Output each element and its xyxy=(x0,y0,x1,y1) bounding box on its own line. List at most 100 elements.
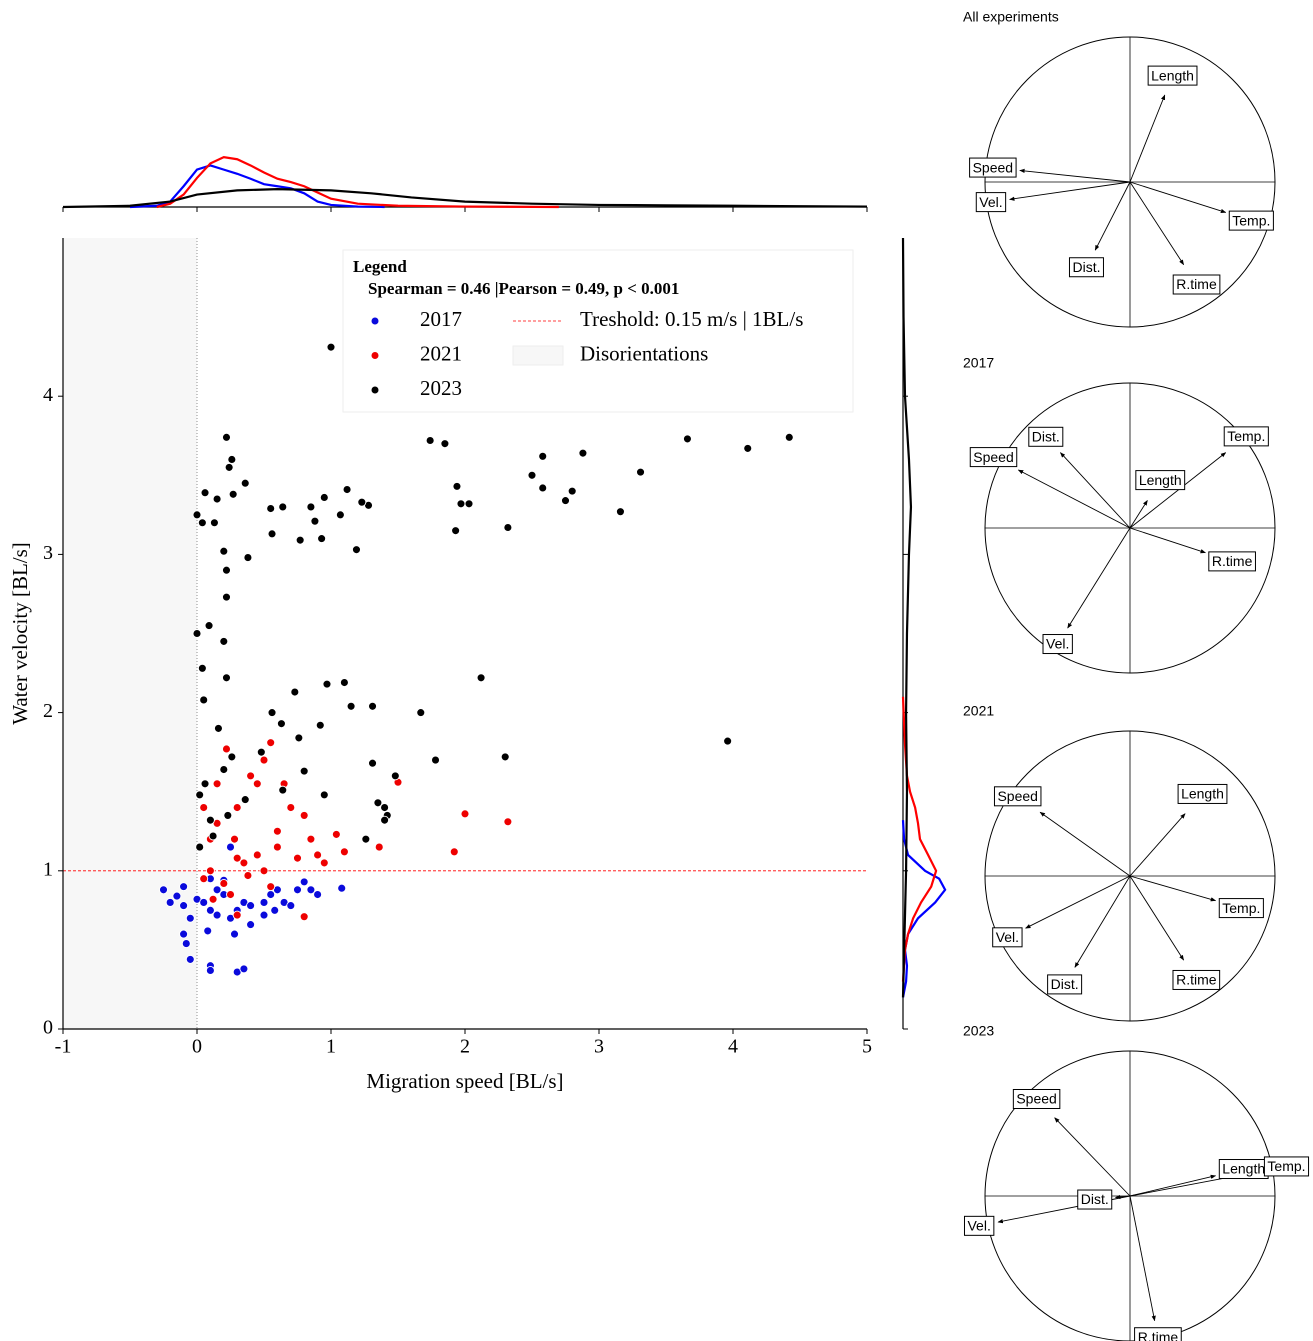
data-point xyxy=(299,912,309,922)
data-point xyxy=(317,534,327,544)
biplot: 2023 Speed Length Temp. Dist. Vel. R.time xyxy=(963,1023,1310,1341)
data-point xyxy=(222,744,231,754)
loading-arrow xyxy=(1039,811,1131,877)
data-point xyxy=(346,701,356,711)
variable-label: Speed xyxy=(973,159,1013,175)
data-point xyxy=(578,448,588,458)
biplot-title: 2021 xyxy=(963,703,994,719)
variable-label: Length xyxy=(1222,1161,1265,1177)
variable-label: Length xyxy=(1181,786,1224,802)
legend-subtitle: Spearman = 0.46 |Pearson = 0.49, p < 0.0… xyxy=(368,279,679,298)
data-point xyxy=(452,481,462,491)
data-point xyxy=(431,755,440,765)
label-box xyxy=(1047,974,1083,995)
data-point xyxy=(636,467,645,477)
label-box xyxy=(992,927,1023,948)
data-point xyxy=(179,929,189,939)
marginal-density xyxy=(62,156,868,209)
loading-arrow xyxy=(1129,1195,1156,1322)
legend-frame xyxy=(342,249,854,413)
data-point xyxy=(192,629,202,638)
data-point xyxy=(230,929,239,939)
data-point xyxy=(224,462,234,472)
data-point xyxy=(286,901,296,911)
variable-label: Speed xyxy=(997,788,1037,804)
data-point xyxy=(299,766,309,776)
data-point xyxy=(266,738,276,748)
legend-shade-sample xyxy=(512,345,564,366)
label-box xyxy=(1134,1327,1182,1341)
variable-label: Temp. xyxy=(1267,1158,1305,1174)
variable-label: Speed xyxy=(1016,1091,1056,1107)
data-point xyxy=(232,853,242,863)
loading-arrow xyxy=(1060,452,1131,529)
data-point xyxy=(270,905,280,915)
data-point xyxy=(339,678,349,687)
label-box xyxy=(1218,898,1264,919)
data-point xyxy=(199,897,209,907)
biplot-title: 2017 xyxy=(963,355,994,371)
loading-arrow xyxy=(1009,181,1131,201)
data-point xyxy=(276,719,286,729)
y-tick-label: 0 xyxy=(43,1017,53,1039)
variable-label: Vel. xyxy=(996,929,1019,945)
data-point xyxy=(240,795,250,805)
variable-label: R.time xyxy=(1176,972,1217,988)
data-point xyxy=(212,779,222,789)
data-point xyxy=(219,546,229,556)
variable-label: Vel. xyxy=(967,1218,990,1234)
x-tick-label: 5 xyxy=(862,1036,872,1058)
data-point xyxy=(200,488,210,498)
data-point xyxy=(230,834,239,844)
data-point xyxy=(290,687,300,697)
loading-arrow xyxy=(1054,1117,1131,1197)
loading-arrow xyxy=(1129,94,1166,183)
variable-label: Vel. xyxy=(979,194,1002,210)
legend-label: 2017 xyxy=(420,307,462,331)
variable-label: Dist. xyxy=(1051,976,1079,992)
data-point xyxy=(239,964,249,974)
data-point xyxy=(212,494,222,504)
loading-arrow xyxy=(1129,499,1148,529)
data-point xyxy=(165,897,175,907)
legend-title: Legend xyxy=(353,257,407,276)
data-point xyxy=(357,497,367,507)
data-point xyxy=(172,891,182,901)
data-point xyxy=(243,871,253,880)
data-point xyxy=(352,545,361,555)
marginal-density xyxy=(901,237,947,1029)
data-point xyxy=(227,752,237,762)
label-box xyxy=(1042,634,1073,655)
biplot: 2017 Dist. Speed Temp. Length R.time Vel. xyxy=(963,355,1276,674)
x-tick-label: 0 xyxy=(192,1036,202,1058)
data-point xyxy=(294,733,304,743)
data-point xyxy=(212,885,222,895)
loading-arrow xyxy=(1129,1174,1217,1197)
y-tick-label: 1 xyxy=(43,858,53,880)
data-point xyxy=(199,874,209,884)
data-point xyxy=(503,523,513,532)
label-box xyxy=(1147,65,1198,86)
data-point xyxy=(306,885,316,895)
data-point xyxy=(179,882,189,892)
loading-arrow xyxy=(1094,181,1131,251)
data-point xyxy=(335,510,345,520)
data-point xyxy=(299,810,309,820)
data-point xyxy=(203,926,213,936)
density-curve xyxy=(156,156,559,209)
data-point xyxy=(219,765,229,775)
data-point xyxy=(159,885,168,895)
data-point xyxy=(209,518,219,528)
data-point xyxy=(561,496,570,506)
data-point xyxy=(181,939,191,949)
variable-label: Speed xyxy=(973,449,1013,465)
loading-arrow xyxy=(1129,452,1227,529)
label-box xyxy=(1228,210,1274,231)
data-point xyxy=(460,809,470,819)
variable-label: Temp. xyxy=(1232,212,1270,228)
data-point xyxy=(500,752,510,762)
label-box xyxy=(1028,426,1064,447)
data-point xyxy=(682,434,692,444)
data-point xyxy=(266,504,276,513)
